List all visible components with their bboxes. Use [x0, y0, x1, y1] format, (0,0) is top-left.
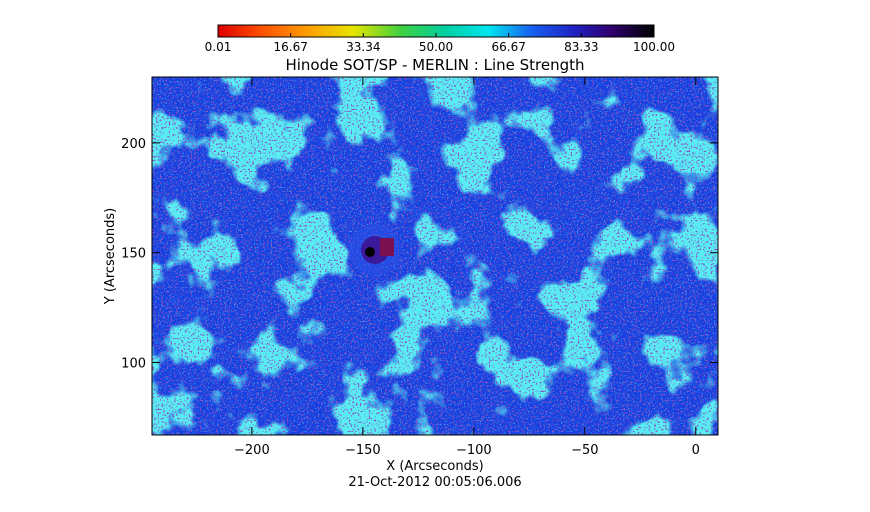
x-axis-label: X (Arcseconds)	[386, 459, 483, 474]
x-axis-ticks: −200 −150 −100 −50 0	[234, 77, 700, 458]
y-tick-label: 100	[121, 357, 146, 372]
colorbar-tick-label: 83.33	[564, 40, 598, 54]
x-tick-label: −50	[571, 443, 598, 458]
colorbar-tick-label: 0.01	[205, 40, 232, 54]
heatmap-image	[152, 77, 718, 435]
colorbar: 0.01 16.67 33.34 50.00 66.67 83.33 100.00	[205, 24, 675, 54]
y-axis-label: Y (Arcseconds)	[103, 208, 118, 305]
colorbar-tick-label: 100.00	[633, 40, 675, 54]
timestamp: 21-Oct-2012 00:05:06.006	[348, 475, 521, 490]
colorbar-tick-label: 33.34	[346, 40, 380, 54]
y-tick-label: 200	[121, 137, 146, 152]
dark-spot	[349, 224, 401, 276]
colorbar-tick-label: 50.00	[419, 40, 453, 54]
x-tick-label: −200	[234, 443, 270, 458]
x-tick-label: −100	[456, 443, 492, 458]
chart-title: Hinode SOT/SP - MERLIN : Line Strength	[285, 56, 584, 74]
plot-frame	[151, 76, 719, 436]
colorbar-ticks: 0.01 16.67 33.34 50.00 66.67 83.33 100.00	[205, 33, 675, 54]
colorbar-tick-label: 66.67	[491, 40, 525, 54]
x-tick-label: 0	[692, 443, 700, 458]
y-axis-ticks: 100 150 200	[121, 137, 718, 372]
x-tick-label: −150	[345, 443, 381, 458]
y-tick-label: 150	[121, 247, 146, 262]
colorbar-tick-label: 16.67	[273, 40, 307, 54]
